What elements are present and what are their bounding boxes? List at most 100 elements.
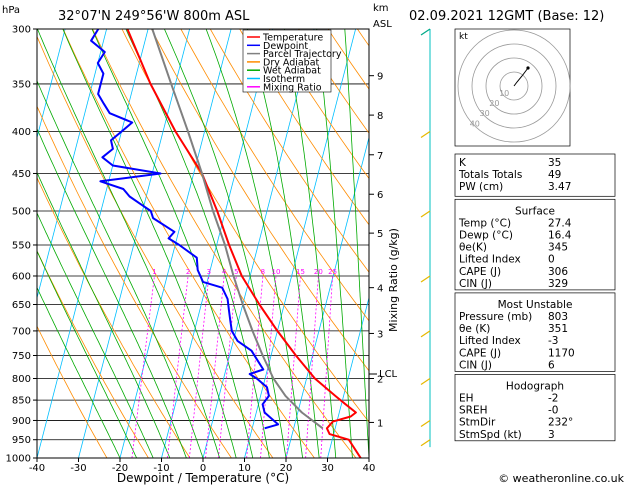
indices-row-value: 35 bbox=[548, 157, 561, 169]
mixing-ratio-label: 3 bbox=[207, 268, 211, 276]
series-dewpoint-line bbox=[90, 29, 280, 430]
hodograph-ring bbox=[471, 43, 557, 129]
wind-barb bbox=[420, 131, 431, 139]
mixing-ratio-label: 25 bbox=[328, 268, 337, 276]
wet-adiabat-line bbox=[37, 127, 187, 458]
km-unit-label: km bbox=[373, 3, 389, 14]
hodograph-table-box bbox=[454, 374, 616, 442]
wind-barb bbox=[420, 330, 431, 338]
isotherm-line bbox=[202, 29, 315, 458]
most-unstable-row-value: -3 bbox=[548, 335, 558, 347]
mixing-ratio-label: 2 bbox=[186, 268, 190, 276]
legend-entry: Wet Adiabat bbox=[263, 66, 321, 77]
mixing-ratio-line bbox=[188, 275, 210, 458]
dry-adiabat-line bbox=[37, 325, 108, 458]
temperature-tick-label: -40 bbox=[29, 463, 45, 474]
wet-adiabat-line bbox=[37, 212, 154, 458]
mixing-ratio-label: 1 bbox=[152, 268, 156, 276]
legend-entry: Dry Adiabat bbox=[263, 57, 320, 68]
pressure-tick-label: 650 bbox=[12, 300, 31, 311]
pressure-tick-label: 350 bbox=[12, 79, 31, 90]
hodograph-row-label: StmSpd (kt) bbox=[459, 429, 522, 441]
temperature-tick-label: 0 bbox=[200, 463, 206, 474]
mixing-ratio-line bbox=[246, 275, 264, 458]
most-unstable-row-value: 1170 bbox=[548, 347, 575, 359]
hodograph-end-point bbox=[526, 66, 530, 70]
pressure-tick-label: 700 bbox=[12, 326, 31, 337]
hodograph-ring bbox=[499, 71, 529, 101]
hodograph-row-label: StmDir bbox=[459, 417, 496, 429]
most-unstable-row-label: Pressure (mb) bbox=[459, 311, 532, 323]
dry-adiabat-line bbox=[151, 29, 369, 372]
wet-adiabat-line bbox=[344, 29, 369, 458]
mixing-ratio-label: 15 bbox=[296, 268, 305, 276]
hodograph-row-value: -2 bbox=[548, 393, 558, 405]
wind-barb bbox=[420, 377, 431, 385]
mixing-ratio-line bbox=[131, 275, 155, 458]
wet-adiabat-line bbox=[37, 29, 220, 458]
surface-table-title: Surface bbox=[515, 205, 555, 217]
mixing-ratio-line bbox=[286, 275, 301, 458]
legend-entry: Dewpoint bbox=[263, 41, 308, 52]
km-tick-label: 4 bbox=[377, 284, 383, 295]
indices-row-value: 49 bbox=[548, 169, 561, 181]
mixing-ratio-label: 4 bbox=[222, 268, 227, 276]
wet-adiabat-line bbox=[37, 171, 171, 458]
wet-adiabat-line bbox=[370, 29, 386, 458]
wet-adiabat-line bbox=[246, 29, 320, 458]
pressure-tick-label: 400 bbox=[12, 127, 31, 138]
indices-row-value: 3.47 bbox=[548, 181, 571, 193]
surface-row-value: 27.4 bbox=[548, 217, 572, 229]
isotherm-line bbox=[327, 296, 369, 458]
km-tick-label: 2 bbox=[377, 374, 383, 385]
dry-adiabat-line bbox=[121, 29, 369, 423]
wet-adiabat-line bbox=[164, 29, 287, 458]
hodograph-row-label: SREH bbox=[459, 405, 488, 417]
pressure-tick-label: 750 bbox=[12, 351, 31, 362]
mixing-ratio-line bbox=[218, 275, 237, 458]
indices-tables: K 35 Totals Totals 49 PW (cm) 3.47 Surface Temp… bbox=[454, 153, 616, 442]
temperature-tick-label: 20 bbox=[280, 463, 293, 474]
hodograph-ring-label: 40 bbox=[470, 119, 480, 128]
hodograph-ring-label: 30 bbox=[480, 109, 490, 118]
surface-row-value: 16.4 bbox=[548, 230, 572, 242]
hodograph-table-title: Hodograph bbox=[506, 380, 564, 392]
surface-row-label: Temp (°C) bbox=[458, 217, 511, 229]
series-temperature-line bbox=[126, 29, 362, 458]
legend-entry: Parcel Trajectory bbox=[263, 49, 342, 60]
hodograph-row-label: EH bbox=[459, 393, 474, 405]
pressure-tick-label: 550 bbox=[12, 240, 31, 251]
temperature-tick-label: -30 bbox=[70, 463, 86, 474]
hodograph-trace bbox=[513, 67, 529, 87]
legend-entry: Isotherm bbox=[263, 74, 305, 85]
surface-row-label: θe(K) bbox=[459, 242, 487, 254]
km-tick-label: 1 bbox=[377, 418, 383, 429]
mixing-ratio-label: 8 bbox=[261, 268, 265, 276]
hodograph-row-value: 232° bbox=[548, 417, 573, 429]
wind-barbs bbox=[420, 28, 431, 448]
datetime-label: 02.09.2021 12GMT (Base: 12) bbox=[409, 9, 604, 24]
copyright-label: © weatheronline.co.uk bbox=[498, 472, 624, 485]
isotherm-line bbox=[244, 29, 356, 458]
surface-row-value: 329 bbox=[548, 278, 568, 290]
indices-row-label: K bbox=[459, 157, 467, 169]
dry-adiabat-line bbox=[209, 29, 369, 273]
hpa-unit-label: hPa bbox=[2, 5, 20, 16]
most-unstable-row-value: 803 bbox=[548, 311, 568, 323]
wet-adiabat-line bbox=[37, 286, 121, 458]
mixing-ratio-axis-label: Mixing Ratio (g/kg) bbox=[387, 228, 400, 332]
lcl-label: LCL bbox=[379, 369, 398, 380]
mixing-ratio-line bbox=[320, 275, 334, 458]
km-tick-label: 5 bbox=[377, 229, 383, 240]
isotherm-line bbox=[285, 135, 369, 458]
temperature-tick-label: -10 bbox=[153, 463, 169, 474]
pressure-tick-label: 800 bbox=[12, 374, 31, 385]
x-axis-label: Dewpoint / Temperature (°C) bbox=[117, 471, 289, 485]
indices-table-box bbox=[454, 153, 616, 197]
most-unstable-row-value: 6 bbox=[548, 359, 555, 371]
hodograph-ring bbox=[457, 29, 571, 143]
most-unstable-row-label: CIN (J) bbox=[459, 359, 492, 371]
